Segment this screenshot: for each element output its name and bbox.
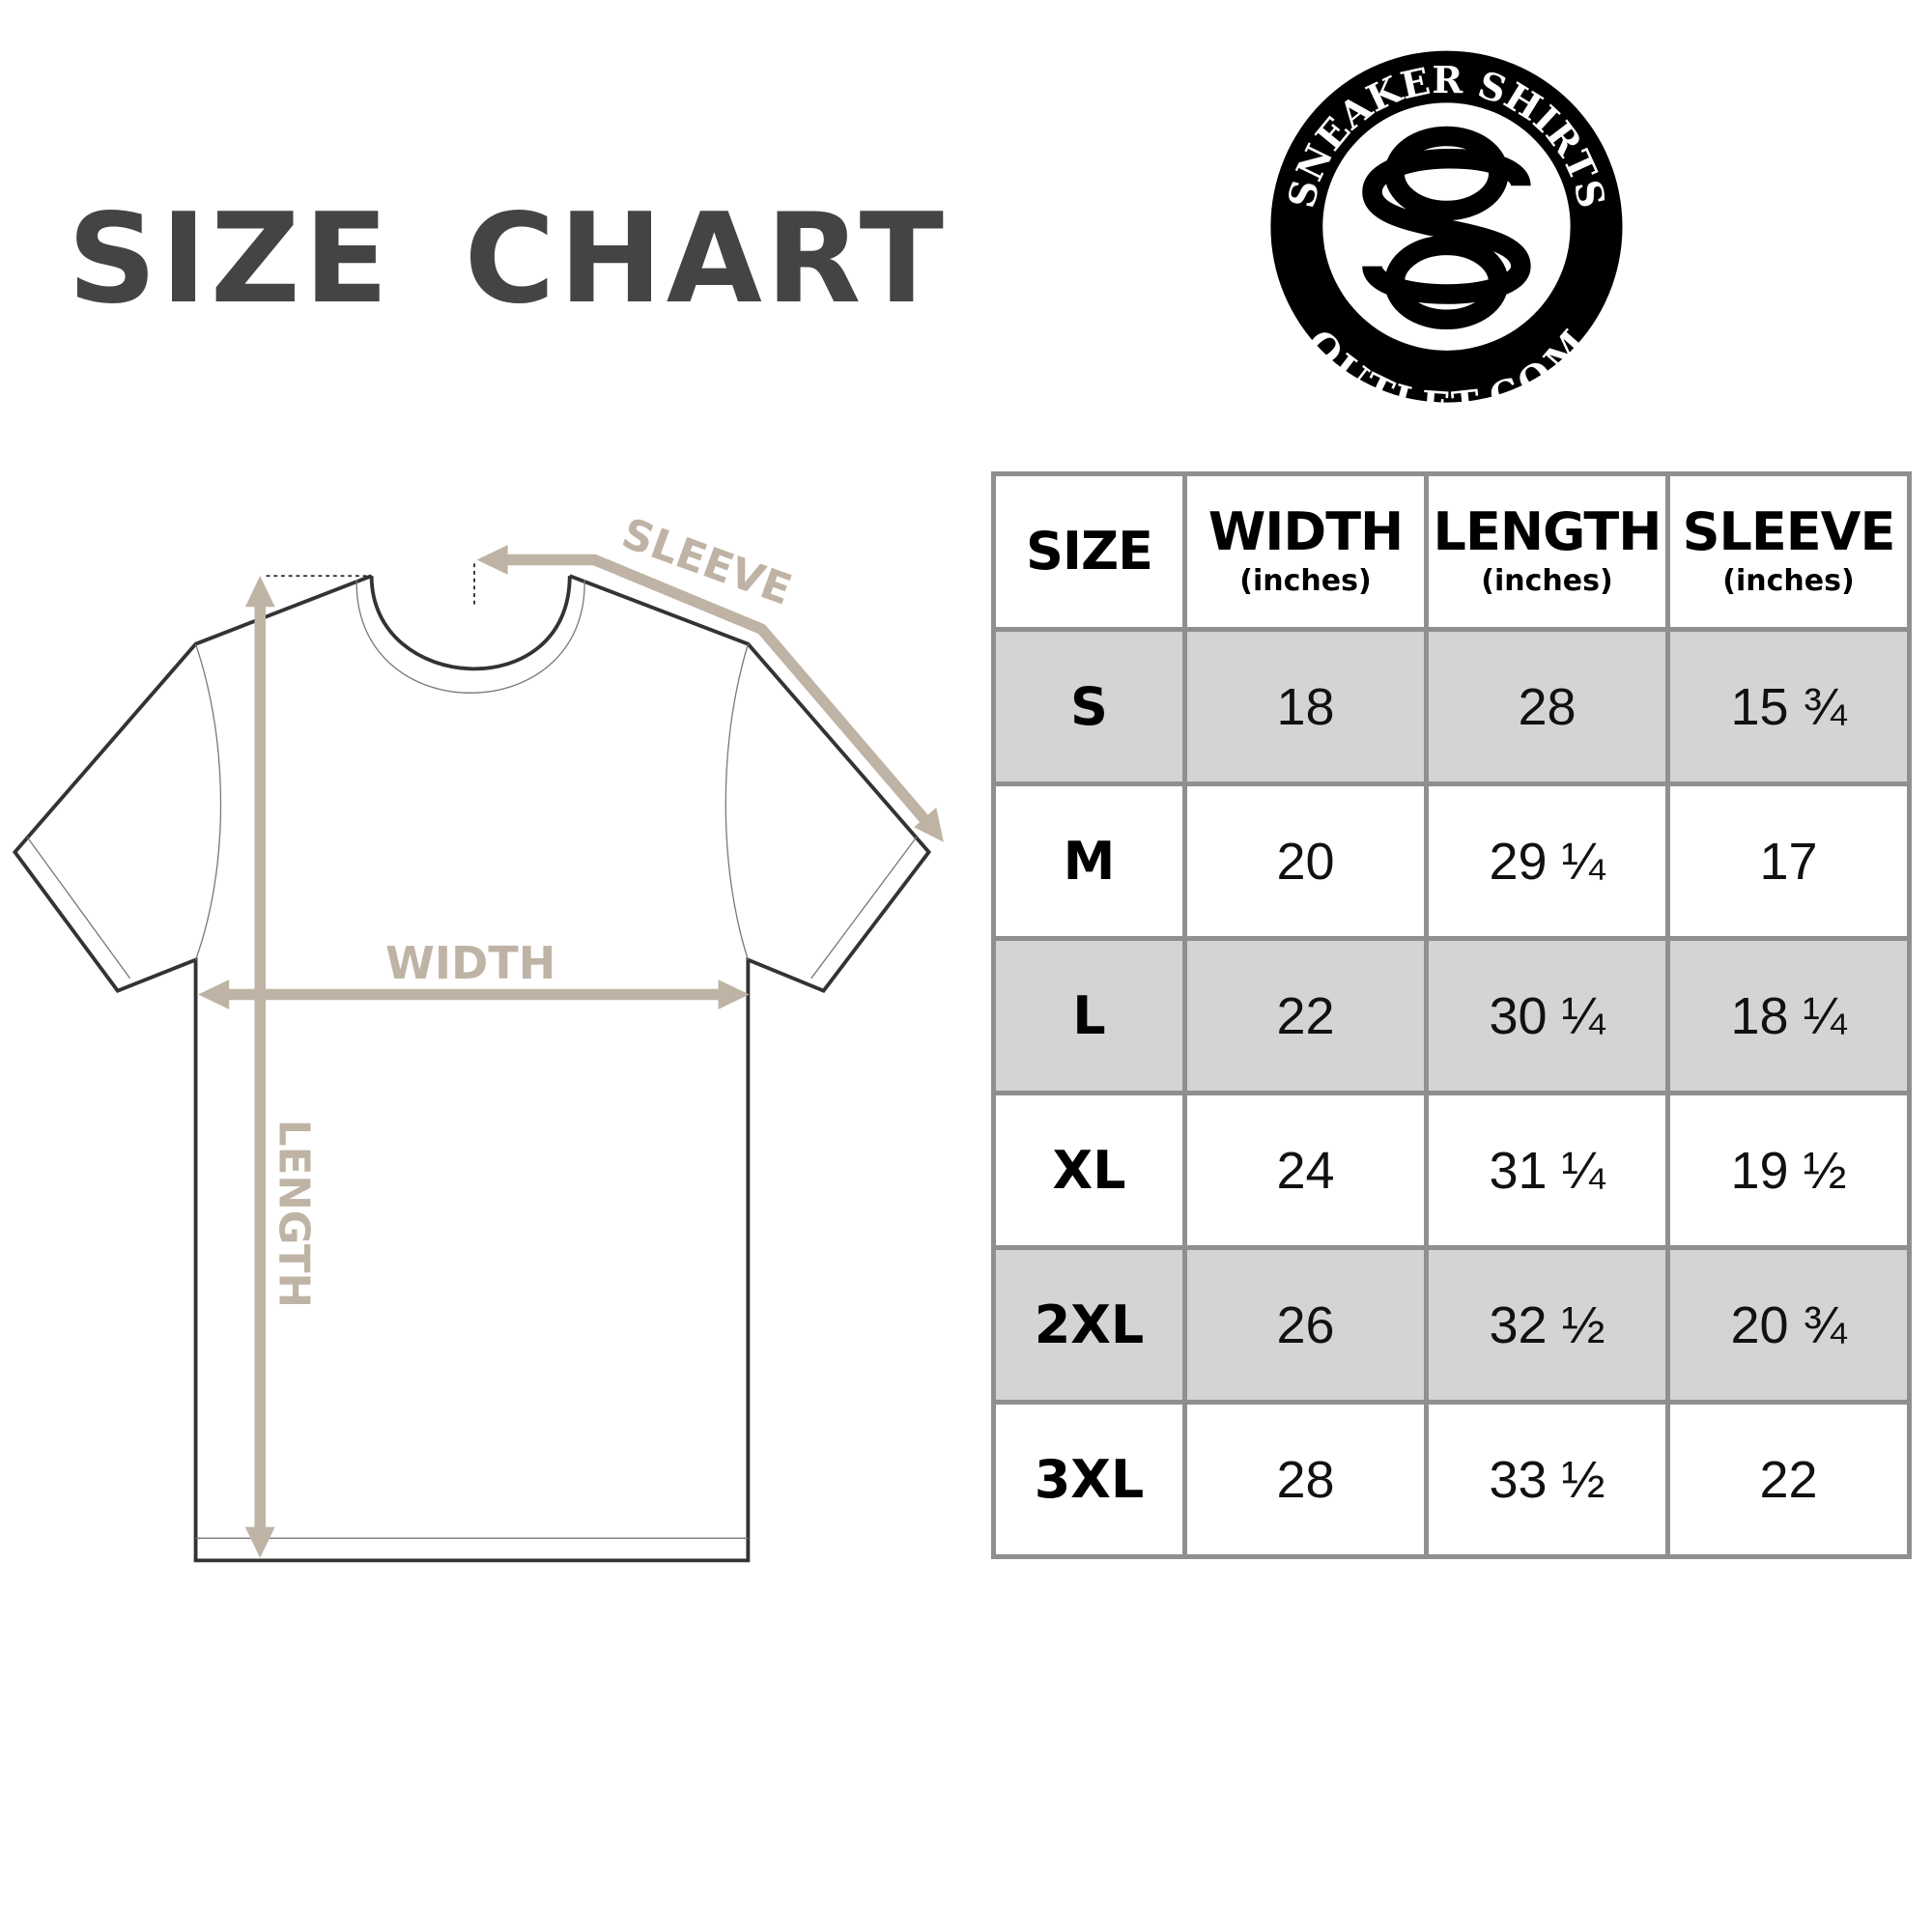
size-cell: S [991,627,1187,786]
collar-inner [355,579,585,694]
length-label: LENGTH [270,1120,318,1308]
table-row: S 18 28 15 ¾ [991,627,1912,786]
length-cell: 30 ¼ [1424,936,1670,1095]
table-row: XL 24 31 ¼ 19 ½ [991,1091,1912,1250]
size-cell: L [991,936,1187,1095]
sleeve-cell: 17 [1665,781,1912,941]
header-size: SIZE [991,471,1187,632]
table-row: M 20 29 ¼ 17 [991,781,1912,941]
sleeve-cell: 22 [1665,1400,1912,1559]
width-cell: 24 [1182,1091,1429,1250]
header-length: LENGTH (inches) [1424,471,1670,632]
length-cell: 28 [1424,627,1670,786]
table-row: 2XL 26 32 ½ 20 ¾ [991,1245,1912,1405]
header-sleeve: SLEEVE (inches) [1665,471,1912,632]
width-cell: 20 [1182,781,1429,941]
table-row: 3XL 28 33 ½ 22 [991,1400,1912,1559]
size-table: SIZE WIDTH (inches) LENGTH (inches) SLEEVE… [991,471,1912,1559]
brand-logo: SNEAKER SHIRTS OUTLET.COM [1270,50,1623,429]
length-cell: 33 ½ [1424,1400,1670,1559]
size-cell: 3XL [991,1400,1187,1559]
logo-monogram-icon [1362,126,1531,330]
header-width: WIDTH (inches) [1182,471,1429,632]
width-label: WIDTH [385,937,555,989]
sleeve-cell: 20 ¾ [1665,1245,1912,1405]
guide-dotted-lines [266,563,475,608]
width-cell: 18 [1182,627,1429,786]
length-cell: 29 ¼ [1424,781,1670,941]
size-cell: 2XL [991,1245,1187,1405]
sleeve-arrow [487,554,937,834]
sleeve-cell: 15 ¾ [1665,627,1912,786]
sleeve-seams [26,643,918,1539]
length-cell: 32 ½ [1424,1245,1670,1405]
size-cell: M [991,781,1187,941]
length-cell: 31 ¼ [1424,1091,1670,1250]
width-cell: 26 [1182,1245,1429,1405]
width-cell: 22 [1182,936,1429,1095]
tshirt-outline [12,574,932,1563]
sleeve-cell: 18 ¼ [1665,936,1912,1095]
page-title: SIZE CHART [68,187,948,331]
sleeve-label: SLEEVE [615,509,797,614]
table-row: L 22 30 ¼ 18 ¼ [991,936,1912,1095]
sleeve-cell: 19 ½ [1665,1091,1912,1250]
header-row: SIZE WIDTH (inches) LENGTH (inches) SLEEVE… [991,471,1912,632]
width-cell: 28 [1182,1400,1429,1559]
collar-outer [369,576,572,671]
size-cell: XL [991,1091,1187,1250]
